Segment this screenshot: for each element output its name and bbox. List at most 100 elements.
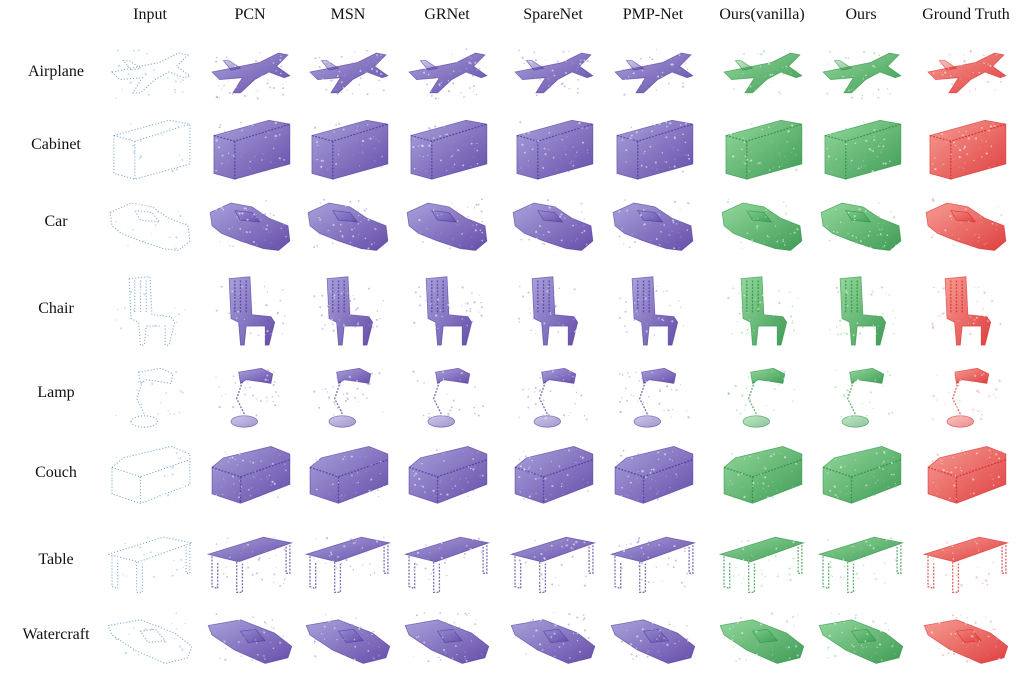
point-cloud-chair <box>605 271 701 347</box>
point-cloud-chair <box>714 271 810 347</box>
point-cloud-lamp <box>202 355 298 431</box>
point-cloud-render <box>518 367 588 428</box>
point-cloud-render <box>718 536 806 593</box>
point-cloud-chair <box>102 271 198 347</box>
column-header: GRNet <box>424 6 470 23</box>
point-cloud-render <box>614 446 694 504</box>
point-cloud-render <box>113 119 191 180</box>
point-cloud-chair <box>399 271 495 347</box>
point-cloud-render <box>311 119 389 180</box>
point-cloud-render <box>304 536 392 593</box>
point-cloud-render <box>719 611 805 664</box>
point-cloud-couch <box>505 435 601 511</box>
point-cloud-render <box>725 119 803 180</box>
point-cloud-couch <box>714 435 810 511</box>
point-cloud-render <box>211 48 291 100</box>
point-cloud-airplane <box>605 34 701 110</box>
point-cloud-render <box>404 612 490 664</box>
point-cloud-table <box>300 522 396 598</box>
point-cloud-render <box>309 48 389 99</box>
point-cloud-render <box>207 612 293 664</box>
point-cloud-render <box>929 119 1007 180</box>
point-cloud-car <box>918 184 1014 260</box>
point-cloud-table <box>605 522 701 598</box>
point-cloud-render <box>109 200 191 252</box>
point-cloud-render <box>824 119 902 180</box>
column-header: MSN <box>330 6 366 23</box>
point-cloud-airplane <box>714 34 810 110</box>
point-cloud-render <box>610 611 696 664</box>
point-cloud-render <box>408 446 488 504</box>
point-cloud-render <box>215 276 286 346</box>
point-cloud-render <box>927 48 1007 100</box>
point-cloud-watercraft <box>202 597 298 673</box>
point-cloud-couch <box>300 435 396 511</box>
point-cloud-cabinet <box>102 107 198 183</box>
point-cloud-cabinet <box>505 107 601 183</box>
point-cloud-table <box>918 522 1014 598</box>
point-cloud-render <box>518 276 590 346</box>
point-cloud-render <box>107 612 193 665</box>
point-cloud-couch <box>102 435 198 511</box>
row-label: Table <box>38 551 74 568</box>
point-cloud-render <box>211 446 291 504</box>
point-cloud-render <box>826 367 896 428</box>
point-cloud-render <box>922 536 1010 593</box>
point-cloud-cabinet <box>300 107 396 183</box>
point-cloud-render <box>307 198 389 251</box>
point-cloud-render <box>923 614 1009 664</box>
point-cloud-car <box>505 184 601 260</box>
point-cloud-table <box>399 522 495 598</box>
point-cloud-table <box>202 522 298 598</box>
point-cloud-render <box>618 276 689 346</box>
point-cloud-cabinet <box>399 107 495 183</box>
point-cloud-lamp <box>918 355 1014 431</box>
point-cloud-airplane <box>202 34 298 110</box>
point-cloud-car <box>714 184 810 260</box>
point-cloud-chair <box>300 271 396 347</box>
point-cloud-table <box>102 522 198 598</box>
point-cloud-render <box>727 276 799 346</box>
point-cloud-couch <box>605 435 701 511</box>
point-cloud-render <box>822 446 902 504</box>
point-cloud-render <box>931 276 1002 346</box>
row-label: Car <box>44 213 68 230</box>
point-cloud-render <box>609 536 697 593</box>
point-cloud-airplane <box>300 34 396 110</box>
point-cloud-render <box>305 612 391 664</box>
row-label: Lamp <box>37 384 75 401</box>
point-cloud-render <box>408 48 488 100</box>
point-cloud-render <box>618 367 690 428</box>
point-cloud-car <box>102 184 198 260</box>
point-cloud-couch <box>813 435 909 511</box>
point-cloud-render <box>616 119 694 180</box>
point-cloud-render <box>612 199 694 251</box>
point-cloud-render <box>313 276 385 346</box>
point-cloud-car <box>300 184 396 260</box>
point-cloud-cabinet <box>605 107 701 183</box>
column-header: Input <box>133 6 167 23</box>
point-cloud-render <box>115 367 185 428</box>
point-cloud-car <box>605 184 701 260</box>
row-label: Cabinet <box>31 136 81 153</box>
point-cloud-render <box>206 536 294 593</box>
point-cloud-cabinet <box>918 107 1014 183</box>
point-cloud-chair <box>202 271 298 347</box>
column-header: Ours(vanilla) <box>719 6 805 23</box>
point-cloud-render <box>723 446 803 504</box>
point-cloud-couch <box>399 435 495 511</box>
point-cloud-airplane <box>102 34 198 110</box>
point-cloud-watercraft <box>918 597 1014 673</box>
point-cloud-lamp <box>300 355 396 431</box>
point-cloud-render <box>410 119 488 180</box>
point-cloud-lamp <box>605 355 701 431</box>
point-cloud-table <box>505 522 601 598</box>
point-cloud-render <box>509 536 597 593</box>
point-cloud-car <box>813 184 909 260</box>
point-cloud-render <box>403 536 491 593</box>
point-cloud-render <box>115 276 186 346</box>
point-cloud-watercraft <box>102 597 198 673</box>
point-cloud-cabinet <box>714 107 810 183</box>
point-cloud-render <box>209 198 291 251</box>
point-cloud-render <box>111 445 191 504</box>
